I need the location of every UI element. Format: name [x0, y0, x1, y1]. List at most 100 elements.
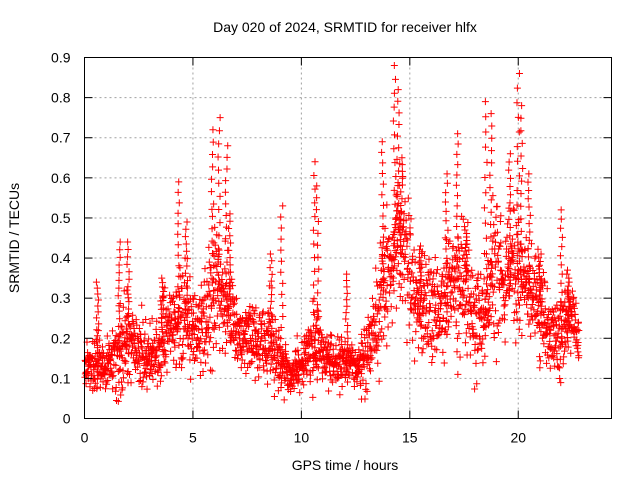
data-point [493, 228, 501, 236]
data-point [179, 341, 187, 349]
data-point [443, 254, 451, 262]
data-point [222, 270, 230, 278]
data-point [419, 345, 427, 353]
data-point [240, 330, 248, 338]
data-point [251, 309, 259, 317]
data-point [179, 349, 187, 357]
data-point [128, 335, 136, 343]
data-point [200, 346, 208, 354]
data-point [183, 291, 191, 299]
data-point [344, 334, 352, 342]
data-point [570, 304, 578, 312]
data-point [215, 323, 223, 331]
data-point [118, 378, 126, 386]
data-point [390, 287, 398, 295]
data-point [453, 223, 461, 231]
data-point [429, 353, 437, 361]
data-point [174, 314, 182, 322]
data-point [279, 301, 287, 309]
data-point [186, 356, 194, 364]
data-point [156, 377, 164, 385]
data-point [196, 371, 204, 379]
data-point [467, 273, 475, 281]
data-point [204, 318, 212, 326]
data-point [565, 298, 573, 306]
data-point [452, 322, 460, 330]
data-point [390, 62, 398, 70]
data-point [327, 331, 335, 339]
data-point [411, 258, 419, 266]
data-point [259, 308, 267, 316]
data-point [456, 269, 464, 277]
data-point [216, 114, 224, 122]
data-point [388, 272, 396, 280]
data-point [278, 357, 286, 365]
data-point [511, 280, 519, 288]
data-point [417, 321, 425, 329]
data-point [510, 287, 518, 295]
data-point [505, 166, 513, 174]
data-point [575, 352, 583, 360]
data-point [210, 325, 218, 333]
data-point [489, 192, 497, 200]
data-point [510, 249, 518, 257]
data-point [84, 368, 92, 376]
data-point [421, 289, 429, 297]
data-point [558, 288, 566, 296]
data-point [409, 273, 417, 281]
data-point [189, 309, 197, 317]
data-point [514, 274, 522, 282]
data-point [294, 351, 302, 359]
data-point [222, 339, 230, 347]
data-point [238, 349, 246, 357]
data-point [506, 276, 514, 284]
data-point [123, 329, 131, 337]
data-point [505, 248, 513, 256]
data-point [403, 338, 411, 346]
data-point [416, 317, 424, 325]
data-point [184, 321, 192, 329]
data-point [390, 89, 398, 97]
data-point [143, 373, 151, 381]
data-point [141, 330, 149, 338]
data-point [161, 346, 169, 354]
data-point [223, 153, 231, 161]
data-point [313, 348, 321, 356]
data-point [554, 363, 562, 371]
data-point [343, 347, 351, 355]
data-point [121, 359, 129, 367]
data-point [94, 290, 102, 298]
data-point [378, 138, 386, 146]
data-point [93, 284, 101, 292]
data-point [343, 296, 351, 304]
data-point [174, 188, 182, 196]
data-point [392, 172, 400, 180]
data-point [110, 361, 118, 369]
data-point [95, 320, 103, 328]
data-point [543, 285, 551, 293]
data-point [161, 359, 169, 367]
data-point [541, 318, 549, 326]
data-point [519, 165, 527, 173]
data-point [321, 338, 329, 346]
data-point [268, 338, 276, 346]
data-point [218, 275, 226, 283]
data-point [178, 355, 186, 363]
data-point [277, 268, 285, 276]
data-point [94, 327, 102, 335]
data-point [208, 274, 216, 282]
data-point [93, 326, 101, 334]
data-point [389, 117, 397, 125]
data-point [442, 245, 450, 253]
data-point [175, 319, 183, 327]
data-point [227, 239, 235, 247]
data-point [537, 250, 545, 258]
data-point [415, 316, 423, 324]
data-point [93, 344, 101, 352]
data-point [460, 311, 468, 319]
data-point [119, 303, 127, 311]
data-point [226, 261, 234, 269]
data-point [536, 257, 544, 265]
data-point [122, 341, 130, 349]
data-point [407, 294, 415, 302]
